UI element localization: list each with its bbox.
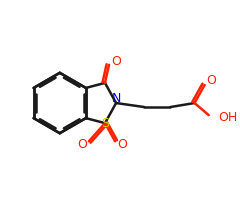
- Text: N: N: [111, 92, 121, 105]
- Text: O: O: [207, 74, 217, 87]
- Text: OH: OH: [219, 111, 238, 124]
- Text: O: O: [117, 138, 127, 151]
- Text: O: O: [111, 55, 121, 68]
- Text: O: O: [77, 138, 87, 151]
- Text: S: S: [101, 117, 109, 130]
